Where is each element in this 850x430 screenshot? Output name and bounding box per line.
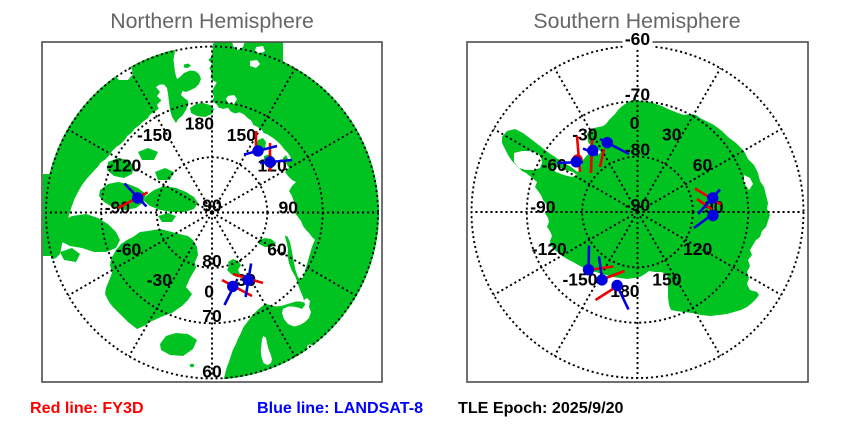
svg-text:-90: -90 bbox=[105, 198, 131, 218]
svg-text:-80: -80 bbox=[625, 140, 651, 160]
svg-text:150: 150 bbox=[652, 270, 681, 290]
svg-text:-120: -120 bbox=[106, 156, 141, 176]
svg-text:0: 0 bbox=[204, 282, 214, 302]
svg-text:60: 60 bbox=[693, 155, 713, 175]
svg-text:-30: -30 bbox=[572, 124, 598, 144]
svg-text:60: 60 bbox=[267, 240, 287, 260]
svg-text:80: 80 bbox=[202, 251, 222, 271]
svg-text:-70: -70 bbox=[625, 84, 651, 104]
svg-text:30: 30 bbox=[662, 124, 682, 144]
svg-text:-120: -120 bbox=[532, 239, 567, 259]
svg-text:70: 70 bbox=[202, 306, 222, 326]
svg-text:90: 90 bbox=[279, 198, 299, 218]
svg-text:120: 120 bbox=[683, 239, 712, 259]
svg-text:-30: -30 bbox=[147, 270, 173, 290]
svg-text:-60: -60 bbox=[116, 240, 142, 260]
svg-text:-90: -90 bbox=[625, 195, 651, 215]
svg-text:150: 150 bbox=[227, 125, 256, 145]
svg-text:180: 180 bbox=[185, 114, 214, 134]
svg-text:90: 90 bbox=[202, 196, 222, 216]
svg-text:-90: -90 bbox=[530, 197, 556, 217]
svg-text:0: 0 bbox=[630, 113, 640, 133]
svg-text:-150: -150 bbox=[137, 125, 172, 145]
svg-text:-60: -60 bbox=[542, 155, 568, 175]
svg-text:-60: -60 bbox=[625, 29, 651, 49]
svg-text:60: 60 bbox=[202, 362, 222, 382]
